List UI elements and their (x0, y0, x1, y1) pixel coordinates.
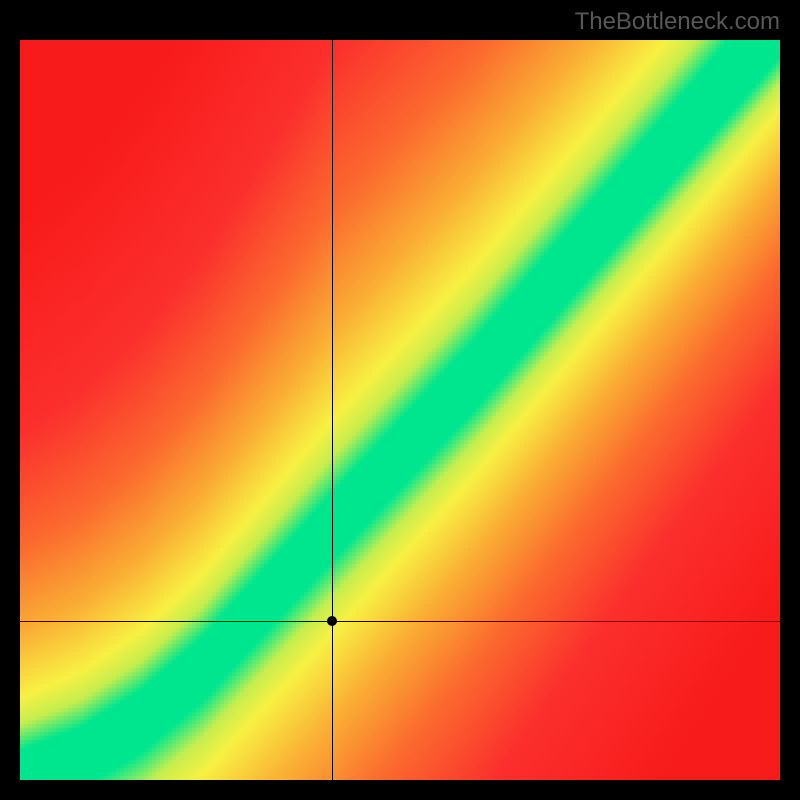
heatmap-canvas (20, 40, 780, 780)
heatmap-plot (20, 40, 780, 780)
selected-point-marker (327, 616, 337, 626)
watermark-text: TheBottleneck.com (575, 8, 780, 36)
crosshair-horizontal (20, 621, 780, 622)
crosshair-vertical (332, 40, 333, 780)
